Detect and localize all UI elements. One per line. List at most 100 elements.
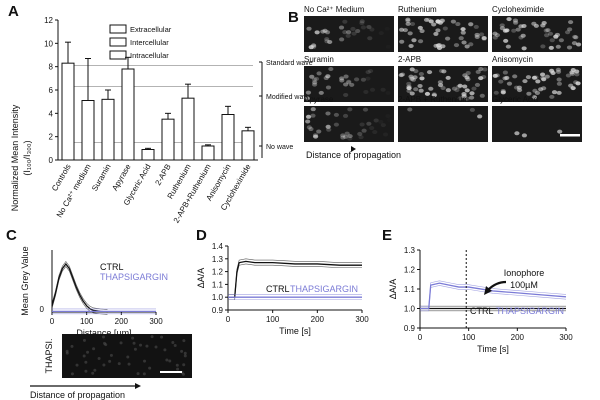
chart-a-legend-label: Intracellular: [130, 51, 169, 60]
micrograph-cell: [358, 135, 364, 140]
chart-a-wave-labels: Standard wave Modified wave No wave: [259, 60, 313, 158]
micrograph-cell: [305, 114, 312, 119]
micrograph-speck: [139, 343, 143, 347]
micrograph-cell: [342, 113, 349, 118]
micrograph-cell: [531, 75, 538, 80]
micrograph-cell: [504, 75, 510, 80]
micrograph-cell: [439, 18, 446, 23]
chartC-xtick-label: 100: [80, 317, 94, 326]
chart-a-bar: [181, 97, 195, 161]
micrograph-cell: [378, 31, 384, 36]
micrograph-caption: Anisomycin: [492, 55, 533, 64]
micrograph-cell: [437, 80, 444, 85]
chart-a-ytick-label: 8: [49, 63, 54, 72]
chartD-xtick-label: 200: [311, 315, 325, 324]
micrograph-cell: [343, 92, 349, 97]
micrograph-cell: [575, 81, 581, 86]
micrograph-cell: [380, 123, 386, 128]
chart-a-legend-swatch: [109, 50, 127, 60]
micrograph-cell: [450, 19, 457, 24]
chartD-ylabel: ΔA/A: [196, 268, 206, 289]
micrograph-cell: [455, 22, 461, 27]
micrograph-cell: [525, 75, 532, 80]
micrograph-cell: [324, 37, 330, 42]
micrograph-cell: [411, 38, 417, 43]
micrograph-speck: [160, 335, 164, 339]
micrograph-cell: [342, 19, 348, 24]
thapsi-image-label: THAPSI.: [44, 338, 54, 373]
chartE-xlabel: Time [s]: [477, 344, 509, 354]
chartC-xlabel: Distance [µm]: [76, 328, 131, 338]
micrograph-cell: [464, 96, 470, 101]
micrograph-caption: Glyceric Acid: [492, 95, 538, 104]
micrograph-cell: [511, 28, 517, 33]
micrograph-speck: [119, 341, 123, 345]
micrograph-speck: [93, 368, 97, 372]
micrograph-cell: [359, 122, 365, 127]
micrograph-cell: [409, 67, 415, 72]
chart-a-bar: [221, 114, 235, 161]
micrograph-cell: [549, 68, 555, 73]
micrograph-cell: [363, 89, 369, 94]
chart-a-bar: [81, 100, 95, 161]
micrograph-cell: [311, 77, 318, 82]
micrograph-speck: [103, 341, 107, 345]
chartD-legend-label: CTRL: [266, 284, 290, 294]
micrograph-cell: [540, 23, 546, 28]
micrograph-cell: [481, 74, 487, 79]
micrograph-cell: [456, 84, 462, 89]
micrograph-speck: [108, 359, 112, 363]
panel-b-caption: Distance of propagation: [306, 150, 401, 160]
micrograph-cell: [340, 135, 346, 140]
micrograph-speck: [165, 358, 169, 362]
micrograph-cell: [313, 76, 320, 81]
micrograph-cell: [305, 119, 311, 124]
micrograph-cell: [408, 43, 414, 48]
micrograph-cell: [437, 83, 444, 88]
micrograph-cell: [369, 27, 375, 32]
chartD-ytick-label: 0.9: [212, 306, 224, 315]
micrograph-cell: [349, 82, 355, 87]
micrograph-cell: [308, 45, 314, 50]
micrograph-cell: [369, 126, 375, 131]
micrograph-cell: [325, 85, 332, 90]
micrograph-cell: [513, 85, 520, 90]
chart-e: 0 100 200 300 0.9 1.0 1.1 1.2 1.3 Time [s] ΔA/A CTR…: [388, 246, 573, 354]
micrograph-cell: [543, 33, 550, 38]
micrograph-cell: [512, 74, 518, 79]
chart-a-bar: [201, 145, 215, 161]
micrograph-cell: [312, 80, 318, 85]
micrograph-caption: 2-APB: [398, 55, 421, 64]
chartC-legend-label: THAPSIGARGIN: [100, 272, 168, 282]
chartE-xtick-label: 300: [559, 333, 573, 342]
micrograph-cell: [468, 95, 475, 100]
chart-a-legend-label: Intercellular: [130, 38, 169, 47]
micrograph-cell: [556, 77, 562, 82]
micrograph-cell: [343, 74, 349, 79]
micrograph-speck: [84, 360, 88, 364]
chartE-ytick-label: 1.1: [404, 285, 416, 294]
micrograph-cell: [382, 132, 389, 137]
micrograph-cell: [305, 90, 312, 95]
micrograph-tile: [304, 16, 394, 52]
micrograph-cell: [351, 31, 357, 36]
propagation-arrow-icon: [351, 146, 356, 152]
micrograph-cell: [538, 87, 544, 92]
micrograph-cell: [360, 25, 367, 30]
micrograph-cell: [526, 91, 532, 96]
micrograph-cell: [439, 18, 445, 23]
micrograph-cell: [333, 112, 340, 117]
micrograph-cell: [457, 96, 463, 101]
micrograph-cell: [366, 121, 372, 126]
micrograph-speck: [97, 357, 101, 361]
chart-a-ytick-label: 2: [49, 133, 54, 142]
micrograph-cell: [306, 125, 312, 130]
micrograph-cell: [407, 31, 413, 36]
micrograph-cell: [365, 70, 371, 75]
chart-a-bar: [161, 118, 175, 161]
micrograph-cell: [350, 26, 356, 31]
micrograph-cell: [469, 107, 475, 112]
chartE-ytick-label: 1.3: [404, 246, 416, 255]
micrograph-tile: [304, 66, 394, 102]
